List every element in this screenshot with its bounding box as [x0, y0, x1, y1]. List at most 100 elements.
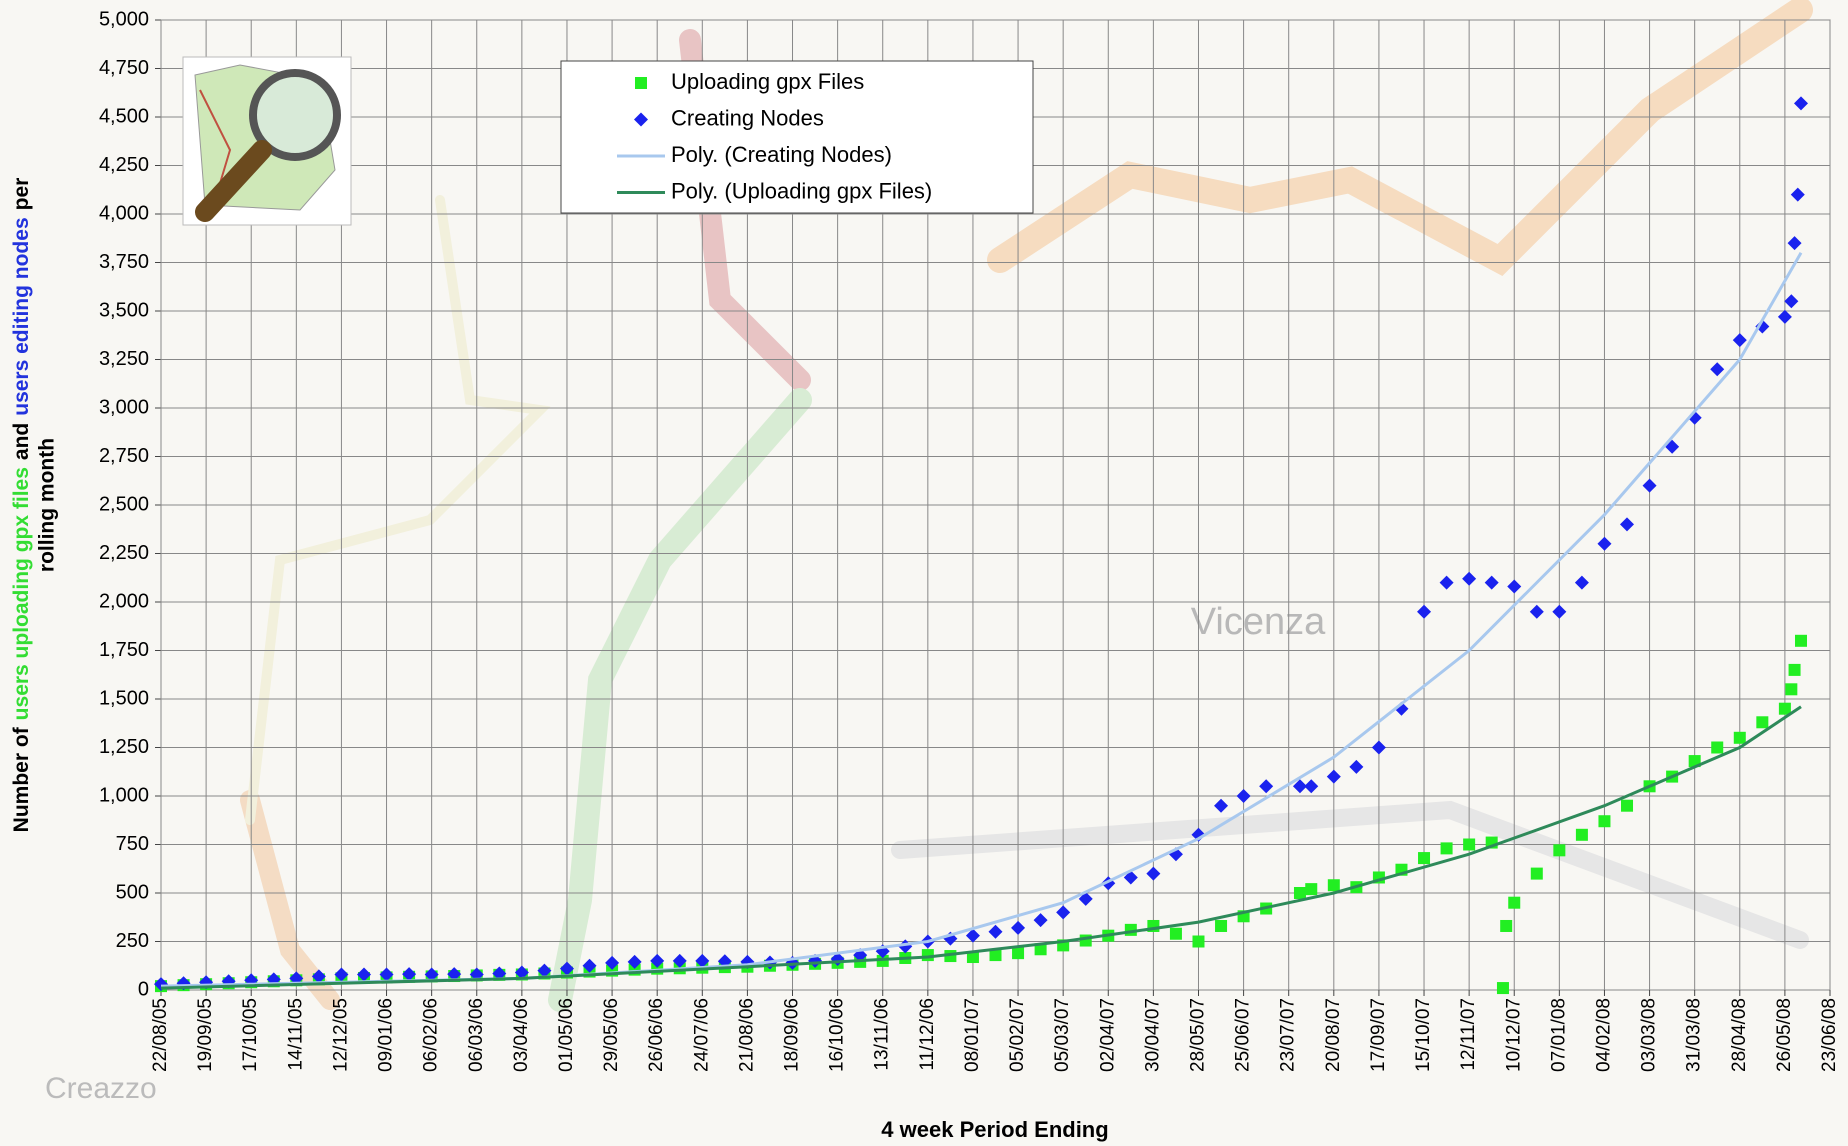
x-tick-label: 04/02/08: [1593, 998, 1614, 1072]
x-tick-label: 30/04/07: [1142, 998, 1163, 1072]
x-tick-label: 06/02/06: [421, 998, 442, 1072]
y-tick-label: 3,500: [99, 299, 149, 321]
data-point: [1500, 920, 1512, 932]
x-tick-label: 01/05/06: [556, 998, 577, 1072]
data-point: [1789, 664, 1801, 676]
y-tick-label: 4,750: [99, 57, 149, 79]
x-tick-label: 23/06/08: [1819, 998, 1840, 1072]
legend-swatch: [635, 77, 647, 89]
data-point: [1215, 920, 1227, 932]
x-tick-label: 15/10/07: [1413, 998, 1434, 1072]
legend-label: Uploading gpx Files: [671, 69, 864, 94]
y-tick-label: 1,250: [99, 736, 149, 758]
x-tick-label: 09/01/06: [376, 998, 397, 1072]
y-tick-label: 1,750: [99, 639, 149, 661]
x-tick-label: 21/08/06: [736, 998, 757, 1072]
x-tick-label: 29/05/06: [601, 998, 622, 1072]
data-point: [1779, 703, 1791, 715]
y-axis-title: Number of users uploading gpx files and use…: [10, 178, 33, 833]
x-tick-label: 07/01/08: [1548, 998, 1569, 1072]
data-point: [1576, 829, 1588, 841]
y-tick-label: 3,000: [99, 396, 149, 418]
data-point: [1328, 879, 1340, 891]
y-tick-label: 4,500: [99, 105, 149, 127]
y-tick-label: 3,750: [99, 251, 149, 273]
x-tick-label: 16/10/06: [827, 998, 848, 1072]
y-tick-label: 3,250: [99, 348, 149, 370]
data-point: [1531, 868, 1543, 880]
logo: [183, 57, 351, 225]
x-tick-label: 08/01/07: [962, 998, 983, 1072]
x-tick-label: 17/10/05: [240, 998, 261, 1072]
x-tick-label: 17/09/07: [1368, 998, 1389, 1072]
data-point: [1192, 936, 1204, 948]
map-label: Vicenza: [1191, 601, 1326, 643]
x-tick-label: 20/08/07: [1323, 998, 1344, 1072]
x-tick-label: 26/05/08: [1774, 998, 1795, 1072]
x-tick-label: 03/03/08: [1639, 998, 1660, 1072]
y-axis-title-part: and: [10, 423, 33, 460]
y-axis-title-part: per: [10, 178, 33, 211]
x-tick-label: 05/02/07: [1007, 998, 1028, 1072]
x-tick-label: 31/03/08: [1684, 998, 1705, 1072]
x-tick-label: 28/04/08: [1729, 998, 1750, 1072]
legend-label: Poly. (Creating Nodes): [671, 142, 892, 167]
x-tick-label: 03/04/06: [511, 998, 532, 1072]
x-tick-label: 26/06/06: [646, 998, 667, 1072]
chart: Vicenza Creazzo 0 250 500 750 1,000 1,250 1,50…: [0, 0, 1848, 1146]
x-tick-label: 23/07/07: [1278, 998, 1299, 1072]
y-axis-title: rolling month: [36, 438, 59, 572]
data-point: [1497, 982, 1509, 994]
x-tick-label: 06/03/06: [466, 998, 487, 1072]
x-axis-title: 4 week Period Ending: [881, 1117, 1108, 1142]
x-tick-label: 12/11/07: [1458, 998, 1479, 1071]
x-tick-label: 02/04/07: [1097, 998, 1118, 1072]
legend-label: Poly. (Uploading gpx Files): [671, 178, 932, 203]
data-point: [1598, 815, 1610, 827]
x-tick-label: 19/09/05: [195, 998, 216, 1072]
page: Vicenza Creazzo 0 250 500 750 1,000 1,250 1,50…: [0, 0, 1848, 1146]
data-point: [1170, 928, 1182, 940]
x-tick-label: 10/12/07: [1503, 998, 1524, 1072]
legend-label: Creating Nodes: [671, 105, 824, 130]
data-point: [1711, 742, 1723, 754]
y-tick-label: 500: [116, 881, 149, 903]
x-tick-label: 05/03/07: [1052, 998, 1073, 1072]
data-point: [1756, 716, 1768, 728]
data-point: [1621, 800, 1633, 812]
data-point: [1508, 897, 1520, 909]
data-point: [1418, 852, 1430, 864]
y-tick-label: 1,000: [99, 784, 149, 806]
y-axis-title-part: users editing nodes: [10, 217, 33, 415]
data-point: [1441, 842, 1453, 854]
x-tick-label: 18/09/06: [782, 998, 803, 1072]
data-point: [1294, 887, 1306, 899]
x-tick-label: 14/11/05: [285, 998, 306, 1071]
x-tick-label: 13/11/06: [872, 998, 893, 1071]
y-tick-label: 1,500: [99, 687, 149, 709]
y-axis-title-part: Number of: [10, 726, 33, 832]
y-tick-label: 5,000: [99, 8, 149, 30]
y-tick-label: 750: [116, 833, 149, 855]
y-tick-label: 4,000: [99, 202, 149, 224]
x-tick-label: 28/05/07: [1188, 998, 1209, 1072]
y-tick-label: 4,250: [99, 154, 149, 176]
y-axis-title-part: users uploading gpx files: [10, 467, 33, 720]
y-tick-label: 250: [116, 930, 149, 952]
x-tick-label: 22/08/05: [150, 998, 171, 1072]
y-tick-label: 2,000: [99, 590, 149, 612]
x-tick-label: 11/12/06: [917, 998, 938, 1071]
data-point: [1305, 883, 1317, 895]
x-tick-label: 12/12/05: [330, 998, 351, 1072]
y-tick-label: 2,750: [99, 445, 149, 467]
data-point: [1553, 844, 1565, 856]
data-point: [1012, 947, 1024, 959]
x-tick-label: 25/06/07: [1233, 998, 1254, 1072]
y-tick-label: 0: [138, 978, 149, 1000]
data-point: [1785, 683, 1797, 695]
legend: Uploading gpx Files Creating Nodes Poly. (…: [561, 61, 1033, 213]
y-tick-label: 2,500: [99, 493, 149, 515]
data-point: [1734, 732, 1746, 744]
y-tick-label: 2,250: [99, 542, 149, 564]
map-label: Creazzo: [45, 1072, 157, 1105]
